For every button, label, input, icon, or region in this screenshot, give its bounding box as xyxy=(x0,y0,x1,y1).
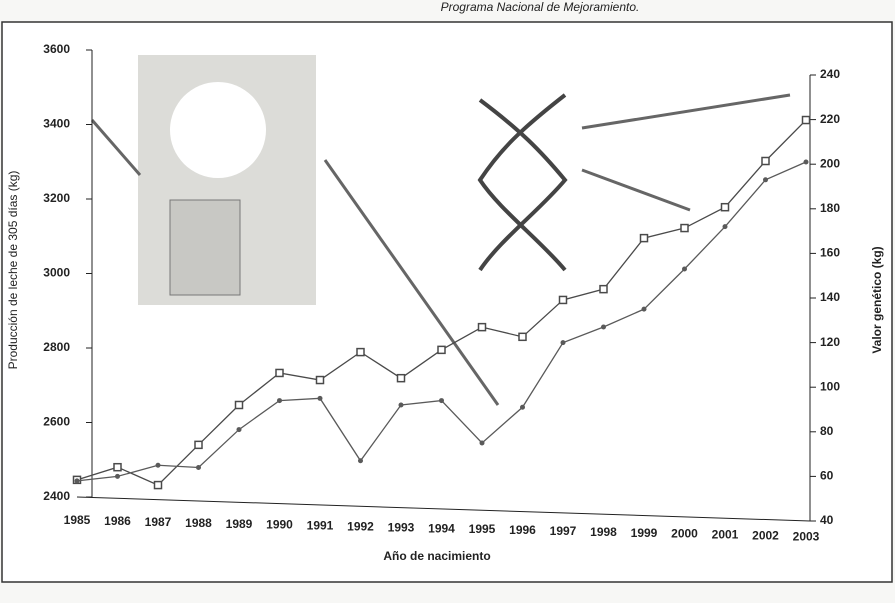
x-tick-label: 1986 xyxy=(104,514,131,528)
y-tick-label: 3400 xyxy=(43,117,70,131)
y-tick-label: 2600 xyxy=(43,415,70,429)
y2-tick-label: 60 xyxy=(820,469,834,483)
y2-axis-label: Valor genético (kg) xyxy=(870,246,884,353)
marker xyxy=(358,458,363,463)
y2-tick-label: 240 xyxy=(820,67,840,81)
marker xyxy=(195,441,202,448)
marker xyxy=(641,235,648,242)
marker xyxy=(156,463,161,468)
y2-tick-label: 160 xyxy=(820,246,840,260)
marker xyxy=(763,177,768,182)
marker xyxy=(114,464,121,471)
marker xyxy=(520,405,525,410)
x-tick-label: 1995 xyxy=(469,522,496,536)
x-tick-label: 1994 xyxy=(428,521,455,535)
x-tick-label: 1991 xyxy=(307,519,334,533)
marker xyxy=(762,158,769,165)
x-tick-label: 1992 xyxy=(347,519,374,533)
marker xyxy=(399,403,404,408)
marker xyxy=(723,224,728,229)
y2-tick-label: 120 xyxy=(820,335,840,349)
y-axis-label: Producción de leche de 305 días (kg) xyxy=(6,171,20,370)
marker xyxy=(196,465,201,470)
caption: Programa Nacional de Mejoramiento. xyxy=(441,0,640,14)
marker xyxy=(439,398,444,403)
marker xyxy=(480,440,485,445)
x-tick-label: 1985 xyxy=(64,513,91,527)
marker xyxy=(318,396,323,401)
marker xyxy=(642,307,647,312)
x-tick-label: 1987 xyxy=(145,515,172,529)
y2-tick-label: 200 xyxy=(820,156,840,170)
marker xyxy=(804,159,809,164)
marker xyxy=(722,204,729,211)
chart: Programa Nacional de Mejoramiento. Año d… xyxy=(0,0,895,603)
x-tick-label: 1989 xyxy=(226,517,253,531)
x-tick-label: 1993 xyxy=(388,520,415,534)
x-tick-label: 1988 xyxy=(185,516,212,530)
y2-tick-label: 40 xyxy=(820,513,834,527)
marker xyxy=(357,349,364,356)
marker xyxy=(681,225,688,232)
photo-detail xyxy=(170,82,266,178)
marker xyxy=(560,296,567,303)
photo-detail xyxy=(170,200,240,295)
x-tick-label: 2000 xyxy=(671,527,698,541)
marker xyxy=(438,346,445,353)
x-tick-label: 1996 xyxy=(509,523,536,537)
y2-tick-label: 80 xyxy=(820,424,834,438)
marker xyxy=(398,375,405,382)
x-tick-label: 1990 xyxy=(266,518,293,532)
marker xyxy=(155,482,162,489)
x-axis-label: Año de nacimiento xyxy=(383,549,490,563)
y-tick-label: 2400 xyxy=(43,489,70,503)
marker xyxy=(803,117,810,124)
marker xyxy=(519,333,526,340)
x-tick-label: 1999 xyxy=(631,526,658,540)
x-tick-label: 1997 xyxy=(550,524,577,538)
x-tick-label: 2003 xyxy=(793,529,820,543)
marker xyxy=(600,286,607,293)
x-tick-label: 2001 xyxy=(712,528,739,542)
marker xyxy=(317,377,324,384)
x-tick-label: 1998 xyxy=(590,525,617,539)
y2-tick-label: 180 xyxy=(820,201,840,215)
marker xyxy=(115,474,120,479)
marker xyxy=(601,324,606,329)
marker xyxy=(276,369,283,376)
marker xyxy=(277,398,282,403)
marker xyxy=(479,324,486,331)
y-tick-label: 3600 xyxy=(43,42,70,56)
y2-tick-label: 220 xyxy=(820,112,840,126)
y2-tick-label: 100 xyxy=(820,379,840,393)
marker xyxy=(682,267,687,272)
marker xyxy=(75,478,80,483)
y-tick-label: 2800 xyxy=(43,340,70,354)
marker xyxy=(237,427,242,432)
x-tick-label: 2002 xyxy=(752,528,779,542)
marker xyxy=(561,340,566,345)
y-tick-label: 3000 xyxy=(43,266,70,280)
y-tick-label: 3200 xyxy=(43,191,70,205)
frame xyxy=(2,22,892,582)
y2-tick-label: 140 xyxy=(820,290,840,304)
marker xyxy=(236,401,243,408)
